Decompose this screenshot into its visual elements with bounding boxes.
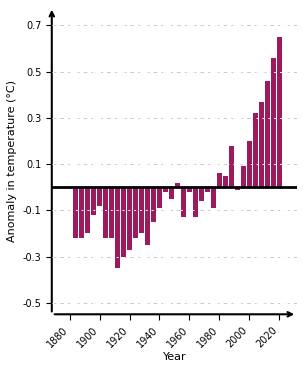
Bar	[115, 187, 120, 268]
Bar	[133, 187, 138, 238]
Bar	[187, 187, 192, 192]
Bar	[271, 58, 275, 187]
Bar	[199, 187, 204, 201]
Bar	[85, 187, 90, 234]
Bar	[91, 187, 96, 215]
Bar	[109, 187, 114, 238]
Bar	[139, 187, 144, 234]
Bar	[181, 187, 186, 217]
Bar	[247, 141, 252, 187]
Bar	[217, 173, 222, 187]
Bar	[127, 187, 132, 249]
Bar	[193, 187, 198, 217]
X-axis label: Year: Year	[163, 352, 186, 362]
Bar	[241, 166, 246, 187]
Bar	[277, 37, 282, 187]
Bar	[121, 187, 126, 256]
Bar	[169, 187, 174, 199]
Bar	[265, 81, 270, 187]
Bar	[259, 102, 264, 187]
Bar	[145, 187, 150, 245]
Bar	[211, 187, 216, 208]
Bar	[205, 187, 210, 192]
Bar	[163, 187, 168, 192]
Bar	[97, 187, 102, 206]
Bar	[73, 187, 78, 238]
Bar	[229, 146, 234, 187]
Bar	[151, 187, 156, 222]
Bar	[103, 187, 108, 238]
Bar	[235, 187, 240, 190]
Bar	[157, 187, 162, 208]
Bar	[79, 187, 84, 238]
Bar	[253, 113, 257, 187]
Bar	[223, 176, 228, 187]
Bar	[175, 183, 180, 187]
Y-axis label: Anomaly in temperature (°C): Anomaly in temperature (°C)	[7, 80, 17, 242]
